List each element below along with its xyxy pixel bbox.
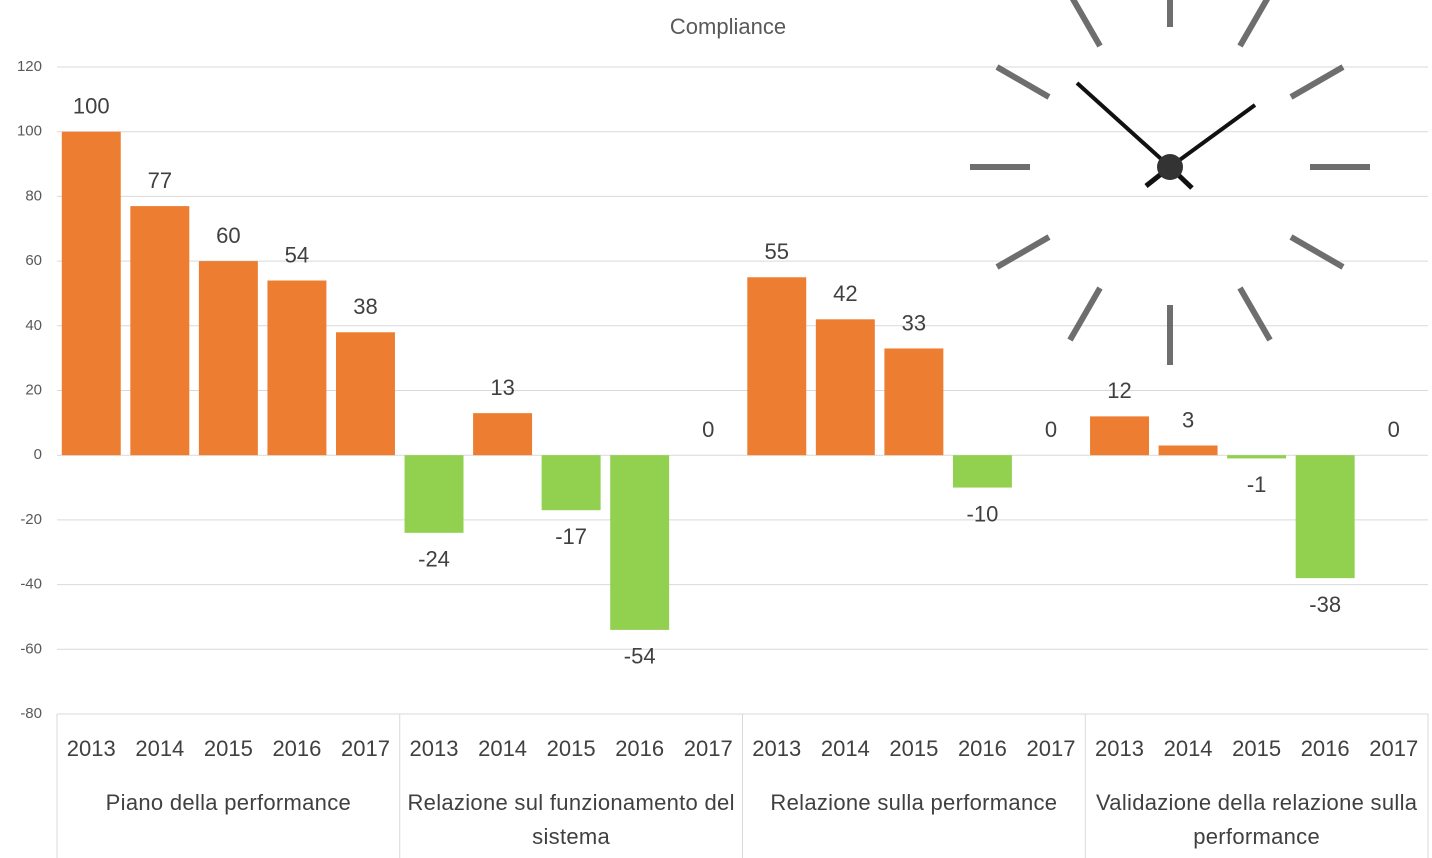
bar [335, 332, 395, 456]
x-tick-label: 2013 [410, 736, 459, 761]
y-tick-label: 0 [34, 446, 42, 463]
y-tick-label: -40 [20, 576, 42, 593]
y-tick-label: -20 [20, 511, 42, 528]
clock-hands [1075, 81, 1257, 190]
bar [610, 455, 670, 630]
data-label: 77 [148, 168, 172, 193]
group-label: Validazione della relazione sulla perfor… [1095, 790, 1418, 849]
bar [1227, 455, 1287, 459]
bar [1090, 416, 1150, 456]
chart-title: Compliance [670, 14, 786, 39]
bar [404, 455, 464, 533]
x-tick-label: 2014 [478, 736, 527, 761]
x-tick-label: 2015 [889, 736, 938, 761]
x-tick-label: 2015 [204, 736, 253, 761]
clock-decoration [970, 0, 1370, 365]
data-label: -1 [1247, 472, 1267, 497]
bar [815, 319, 875, 456]
data-label: 33 [902, 310, 926, 335]
data-label: -10 [967, 501, 999, 526]
x-tick-label: 2015 [547, 736, 596, 761]
data-label: -24 [418, 547, 450, 572]
y-tick-label: 40 [25, 317, 42, 334]
y-tick-label: 60 [25, 252, 42, 269]
x-tick-label: 2014 [821, 736, 870, 761]
data-label: 60 [216, 223, 240, 248]
x-tick-label: 2013 [67, 736, 116, 761]
x-tick-label: 2016 [1301, 736, 1350, 761]
x-tick-label: 2017 [341, 736, 390, 761]
x-tick-label: 2014 [135, 736, 184, 761]
bar [267, 280, 327, 456]
x-tick-label: 2017 [1369, 736, 1418, 761]
bar [1158, 445, 1218, 456]
x-tick-label: 2017 [1026, 736, 1075, 761]
data-label: 3 [1182, 407, 1194, 432]
data-label: 12 [1107, 378, 1131, 403]
bar [1295, 455, 1355, 579]
data-label: -54 [624, 644, 656, 669]
x-tick-label: 2016 [615, 736, 664, 761]
x-tick-label: 2014 [1164, 736, 1213, 761]
y-tick-label: 80 [25, 187, 42, 204]
y-tick-label: 100 [17, 123, 42, 140]
x-tick-label: 2013 [752, 736, 801, 761]
y-tick-label: 20 [25, 381, 42, 398]
bar [884, 348, 944, 456]
x-tick-label: 2017 [684, 736, 733, 761]
x-tick-label: 2015 [1232, 736, 1281, 761]
y-tick-label: -60 [20, 640, 42, 657]
group-label: Piano della performance [105, 790, 352, 815]
data-label: 55 [765, 239, 789, 264]
data-label: 54 [285, 242, 309, 267]
data-label: 0 [702, 417, 714, 442]
data-label: 42 [833, 281, 857, 306]
bar [61, 131, 121, 456]
bar [198, 261, 258, 456]
bar [541, 455, 601, 511]
data-label: 0 [1045, 417, 1057, 442]
bar [747, 277, 807, 456]
group-label: Relazione sulla performance [770, 790, 1058, 815]
y-tick-label: 120 [17, 58, 42, 75]
group-label: Relazione sul funzionamento del sistema [407, 790, 735, 849]
bar [473, 413, 533, 456]
y-tick-label: -80 [20, 705, 42, 722]
bar [952, 455, 1012, 488]
x-tick-label: 2016 [272, 736, 321, 761]
x-tick-label: 2016 [958, 736, 1007, 761]
bar [130, 206, 190, 456]
data-label: 13 [490, 375, 514, 400]
data-label: 100 [73, 94, 110, 119]
data-label: -38 [1309, 592, 1341, 617]
data-label: 0 [1388, 417, 1400, 442]
x-tick-label: 2013 [1095, 736, 1144, 761]
data-label: 38 [353, 294, 377, 319]
data-label: -17 [555, 524, 587, 549]
